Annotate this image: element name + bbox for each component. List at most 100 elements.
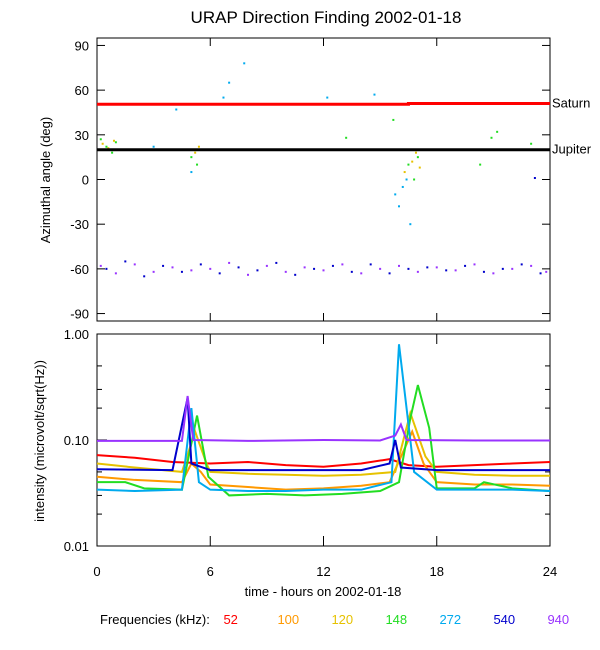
data-point-148	[407, 163, 410, 166]
data-point-940	[152, 270, 155, 273]
intensity-line-52	[96, 454, 551, 468]
top-y-tick-label: -30	[70, 217, 89, 232]
data-point-540	[275, 261, 278, 264]
data-point-120	[403, 171, 406, 174]
top-y-axis-label: Azimuthal angle (deg)	[38, 117, 53, 243]
data-point-272	[190, 171, 193, 174]
data-point-540	[350, 270, 353, 273]
intensity-line-148	[97, 384, 551, 497]
data-point-940	[416, 270, 419, 273]
data-point-272	[175, 108, 178, 111]
data-point-148	[345, 136, 348, 139]
data-point-940	[379, 267, 382, 270]
intensity-line-540	[96, 397, 550, 472]
data-point-120	[112, 139, 115, 142]
data-point-540	[445, 269, 448, 272]
data-point-940	[435, 266, 438, 269]
legend-label: Frequencies (kHz):	[100, 612, 210, 627]
data-point-940	[454, 269, 457, 272]
legend-item-100: 100	[277, 612, 300, 627]
data-point-540	[533, 177, 536, 180]
top-panel: 90 60 30 0 -30 -60 -90 Azimuthal angle (deg) S…	[38, 37, 592, 322]
data-point-120	[411, 160, 414, 163]
data-point-940	[341, 263, 344, 266]
data-point-940	[133, 263, 136, 266]
data-point-940	[114, 272, 117, 275]
frequency-legend: Frequencies (kHz): 52 100 120 148 272 540 940	[100, 612, 600, 627]
data-point-940	[473, 263, 476, 266]
legend-item-52: 52	[223, 612, 238, 627]
bottom-x-tick-label: 0	[93, 564, 100, 579]
data-point-272	[398, 205, 400, 208]
data-point-272	[228, 81, 231, 84]
reference-line-saturn	[97, 102, 550, 106]
legend-items: 52 100 120 148 272 540 940	[223, 612, 600, 627]
chart-title: URAP Direction Finding 2002-01-18	[191, 8, 462, 27]
top-y-tick-label: 30	[75, 128, 89, 143]
data-point-940	[322, 269, 325, 272]
data-point-148	[479, 163, 482, 166]
bottom-y-axis-label: intensity (microvolt/sqrt(Hz))	[32, 360, 47, 522]
data-point-272	[243, 62, 246, 65]
top-y-tick-label: 60	[75, 83, 89, 98]
data-point-540	[237, 266, 240, 269]
intensity-line-940	[97, 395, 550, 442]
data-point-148	[111, 151, 114, 154]
data-point-148	[190, 156, 193, 159]
top-y-tick-label: -90	[70, 307, 89, 322]
data-point-120	[414, 151, 417, 154]
top-y-tick-label: 90	[75, 38, 89, 53]
data-point-940	[209, 267, 212, 270]
data-point-940	[511, 267, 514, 270]
data-point-272	[326, 96, 329, 99]
bottom-y-tick-label: 0.10	[64, 433, 89, 448]
data-point-148	[114, 141, 117, 144]
data-point-540	[407, 267, 410, 270]
data-point-540	[199, 263, 202, 266]
legend-item-540: 540	[493, 612, 516, 627]
data-point-148	[99, 138, 102, 141]
data-point-540	[105, 267, 108, 270]
intensity-line-100	[96, 428, 551, 491]
data-point-148	[530, 142, 533, 145]
data-point-940	[492, 272, 495, 275]
top-y-tick-label: -60	[70, 262, 89, 277]
data-point-940	[360, 272, 363, 275]
data-point-540	[313, 267, 316, 270]
data-point-540	[294, 273, 297, 276]
data-point-120	[197, 145, 200, 148]
data-point-540	[369, 263, 372, 266]
top-data-points	[99, 62, 548, 278]
bottom-axes: 1.00 0.10 0.01 0 6 12 18 24	[64, 327, 558, 579]
data-point-272	[394, 193, 397, 196]
data-point-940	[228, 261, 231, 264]
x-axis-label: time - hours on 2002-01-18	[245, 584, 402, 599]
bottom-y-tick-label: 0.01	[64, 539, 89, 554]
data-point-940	[284, 270, 287, 273]
data-point-540	[331, 264, 334, 267]
data-point-148	[196, 163, 199, 166]
data-point-148	[496, 130, 499, 133]
data-point-120	[418, 166, 421, 169]
legend-item-148: 148	[385, 612, 408, 627]
data-point-540	[256, 269, 259, 272]
top-panel-frame	[96, 37, 551, 322]
bottom-y-tick-label: 1.00	[64, 327, 89, 342]
data-point-540	[124, 260, 127, 263]
top-y-axis: 90 60 30 0 -30 -60 -90	[70, 38, 551, 322]
reference-lines: Saturn Jupiter	[97, 96, 592, 157]
bottom-x-tick-label: 12	[316, 564, 330, 579]
bottom-panel: 1.00 0.10 0.01 0 6 12 18 24 intensity (microvol…	[32, 327, 557, 599]
bottom-x-tick-label: 18	[430, 564, 444, 579]
data-point-148	[490, 136, 493, 139]
data-point-540	[218, 272, 221, 275]
data-point-540	[180, 270, 183, 273]
data-point-272	[222, 96, 225, 99]
data-point-148	[416, 156, 419, 159]
legend-item-940: 940	[547, 612, 570, 627]
top-y-tick-label: 0	[82, 173, 89, 188]
data-point-540	[520, 263, 523, 266]
data-point-540	[388, 272, 391, 275]
bottom-data-lines	[96, 344, 551, 497]
